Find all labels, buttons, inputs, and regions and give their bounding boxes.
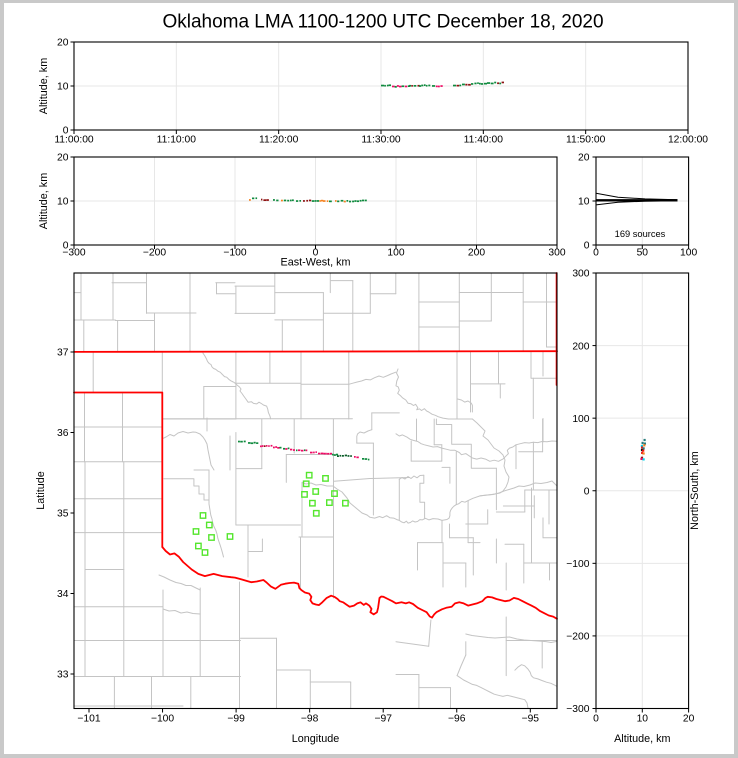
svg-text:11:10:00: 11:10:00 (157, 135, 197, 146)
svg-text:11:50:00: 11:50:00 (566, 135, 606, 146)
svg-text:10: 10 (57, 82, 69, 93)
svg-text:−300: −300 (62, 248, 85, 259)
svg-text:Oklahoma LMA 1100-1200 UTC Dec: Oklahoma LMA 1100-1200 UTC December 18, … (162, 12, 603, 33)
svg-text:Longitude: Longitude (292, 733, 339, 745)
svg-text:11:40:00: 11:40:00 (464, 135, 504, 146)
svg-text:Latitude: Latitude (35, 471, 47, 509)
svg-text:Altitude, km: Altitude, km (614, 733, 670, 745)
svg-text:0: 0 (313, 248, 319, 259)
svg-text:36: 36 (57, 428, 69, 439)
svg-text:−95: −95 (522, 714, 540, 725)
svg-text:−96: −96 (448, 714, 466, 725)
svg-text:East-West, km: East-West, km (281, 257, 351, 269)
svg-text:100: 100 (680, 248, 697, 259)
svg-text:−97: −97 (374, 714, 392, 725)
svg-text:−100: −100 (151, 714, 174, 725)
svg-text:20: 20 (57, 153, 69, 164)
svg-text:0: 0 (593, 248, 599, 259)
svg-text:−300: −300 (566, 704, 589, 715)
svg-text:35: 35 (57, 509, 69, 520)
svg-text:100: 100 (572, 414, 589, 425)
svg-text:11:00:00: 11:00:00 (54, 135, 94, 146)
svg-text:0: 0 (63, 241, 69, 252)
svg-text:20: 20 (683, 714, 695, 725)
svg-text:10: 10 (578, 197, 590, 208)
svg-text:−100: −100 (566, 559, 589, 570)
svg-text:−99: −99 (227, 714, 245, 725)
svg-text:37: 37 (57, 348, 69, 359)
svg-text:20: 20 (57, 38, 69, 49)
svg-text:0: 0 (584, 241, 590, 252)
svg-text:Altitude, km: Altitude, km (38, 173, 50, 229)
svg-text:300: 300 (548, 248, 565, 259)
svg-text:−200: −200 (566, 632, 589, 643)
svg-text:169 sources: 169 sources (615, 229, 666, 239)
svg-text:10: 10 (57, 197, 69, 208)
svg-text:0: 0 (584, 486, 590, 497)
svg-text:−101: −101 (77, 714, 100, 725)
svg-text:11:20:00: 11:20:00 (259, 135, 299, 146)
svg-text:100: 100 (387, 248, 404, 259)
svg-text:300: 300 (572, 269, 589, 280)
svg-text:10: 10 (637, 714, 649, 725)
svg-text:12:00:00: 12:00:00 (668, 135, 708, 146)
svg-text:200: 200 (572, 341, 589, 352)
svg-text:−98: −98 (301, 714, 319, 725)
svg-text:20: 20 (578, 153, 590, 164)
svg-text:0: 0 (593, 714, 599, 725)
svg-text:−100: −100 (223, 248, 246, 259)
svg-text:50: 50 (637, 248, 649, 259)
svg-text:Altitude, km: Altitude, km (38, 58, 50, 114)
svg-text:11:30:00: 11:30:00 (361, 135, 401, 146)
svg-text:33: 33 (57, 670, 69, 681)
svg-text:−200: −200 (143, 248, 166, 259)
svg-text:North-South, km: North-South, km (689, 451, 701, 530)
svg-text:34: 34 (57, 589, 69, 600)
svg-text:0: 0 (63, 126, 69, 137)
svg-text:200: 200 (468, 248, 485, 259)
